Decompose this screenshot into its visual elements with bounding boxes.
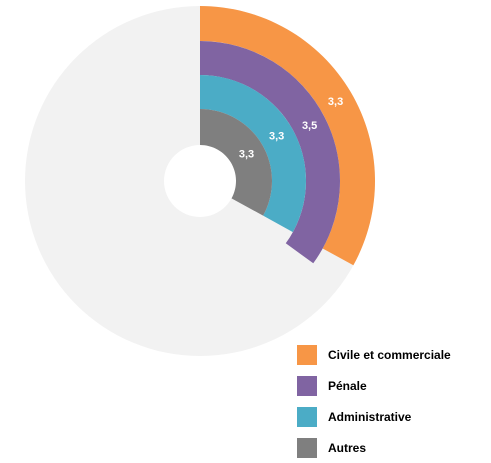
data-bars	[200, 6, 375, 266]
legend-label: Administrative	[328, 409, 412, 424]
legend-label: Autres	[328, 440, 367, 455]
data-label: 3,3	[328, 96, 343, 108]
legend-label: Civile et commerciale	[328, 347, 451, 362]
legend-swatch	[297, 437, 317, 458]
legend-item-civile: Civile et commerciale	[297, 339, 451, 370]
bar-administrative	[200, 75, 306, 233]
legend-item-autres: Autres	[297, 432, 451, 463]
data-label: 3,3	[269, 131, 284, 143]
bar-civile-et-commerciale	[200, 6, 375, 266]
legend-swatch	[297, 375, 317, 396]
bar-autres	[200, 109, 272, 216]
legend-swatch	[297, 406, 317, 427]
legend: Civile et commerciale Pénale Administrat…	[297, 339, 451, 463]
radial-bar-chart: 3,3 3,5 3,3 3,3	[25, 6, 375, 356]
data-label: 3,3	[239, 149, 254, 161]
bar-p-nale	[200, 41, 340, 264]
legend-item-penale: Pénale	[297, 370, 451, 401]
legend-swatch	[297, 344, 317, 365]
legend-item-administrative: Administrative	[297, 401, 451, 432]
legend-label: Pénale	[328, 378, 367, 393]
data-label: 3,5	[302, 120, 317, 132]
data-labels: 3,3 3,5 3,3 3,3	[239, 96, 343, 161]
